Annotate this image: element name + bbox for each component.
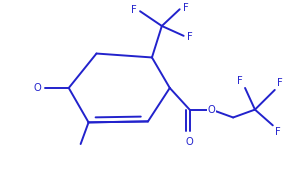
Text: O: O — [208, 105, 215, 115]
Text: F: F — [275, 127, 281, 137]
Text: O: O — [33, 83, 41, 93]
Text: F: F — [187, 32, 192, 42]
Text: F: F — [237, 76, 243, 86]
Text: F: F — [183, 3, 188, 13]
Text: F: F — [131, 5, 137, 15]
Text: O: O — [186, 137, 194, 147]
Text: F: F — [277, 78, 282, 88]
